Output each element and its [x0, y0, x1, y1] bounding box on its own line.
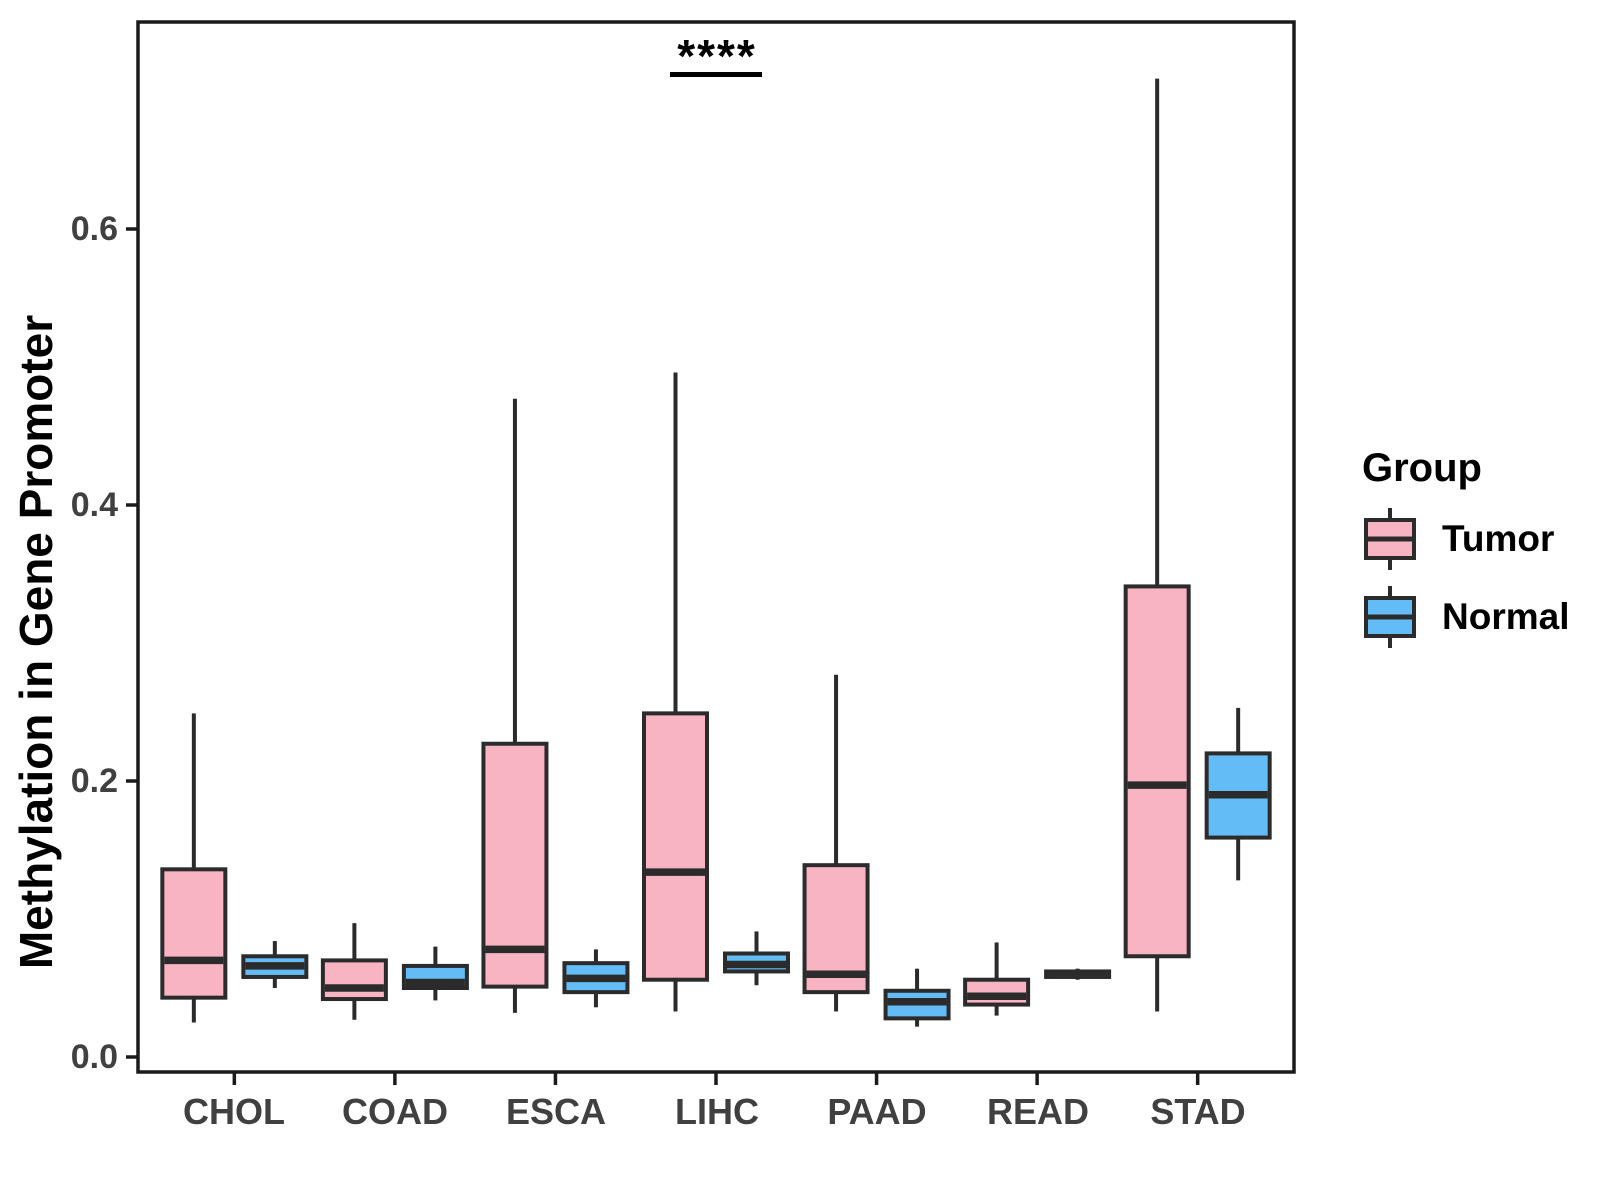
legend-label-tumor: Tumor [1442, 518, 1555, 559]
boxplot-lihc-tumor [642, 372, 709, 1012]
boxplot-coad-tumor [320, 923, 388, 1020]
panel-border [136, 20, 1296, 1074]
x-tick-label-read: READ [986, 1091, 1089, 1132]
boxplot-paad-tumor [802, 674, 870, 1012]
boxplot-chol-normal [241, 941, 309, 988]
y-tick-label-0.2: 0.2 [70, 762, 118, 800]
legend-entry-normal: Normal [1362, 583, 1592, 651]
boxplot-esca-tumor [481, 398, 549, 1013]
boxplot-chol-tumor [160, 713, 228, 1023]
boxplot-lihc-normal [723, 931, 790, 986]
boxplot-read-normal [1044, 968, 1112, 980]
boxplot-stad-tumor [1123, 78, 1191, 1012]
legend: Group Tumor Normal [1362, 446, 1592, 651]
legend-label-normal: Normal [1442, 596, 1570, 637]
significance-stars: **** [677, 30, 757, 82]
y-tick-label-0.6: 0.6 [70, 210, 118, 248]
boxplot-paad-normal [883, 968, 951, 1027]
normal-boxplot-key-icon [1364, 586, 1416, 648]
boxplot-coad-normal [401, 946, 469, 1001]
x-tick-label-stad: STAD [1150, 1091, 1246, 1132]
boxplot-esca-normal [562, 949, 630, 1008]
tumor-boxplot-key-icon [1364, 508, 1416, 570]
legend-title: Group [1362, 446, 1482, 490]
boxplot-stad-normal [1204, 707, 1272, 881]
x-tick-label-coad: COAD [342, 1091, 448, 1132]
y-axis-title: Methylation in Gene Promoter [10, 314, 62, 970]
y-tick-label-0.0: 0.0 [70, 1038, 118, 1076]
x-tick-label-lihc: LIHC [675, 1091, 759, 1132]
boxplot-read-tumor [963, 942, 1031, 1016]
x-tick-label-chol: CHOL [183, 1091, 285, 1132]
legend-entry-tumor: Tumor [1362, 505, 1592, 573]
y-tick-label-0.4: 0.4 [70, 486, 118, 524]
x-tick-label-paad: PAAD [827, 1091, 927, 1132]
x-tick-label-esca: ESCA [505, 1091, 607, 1132]
